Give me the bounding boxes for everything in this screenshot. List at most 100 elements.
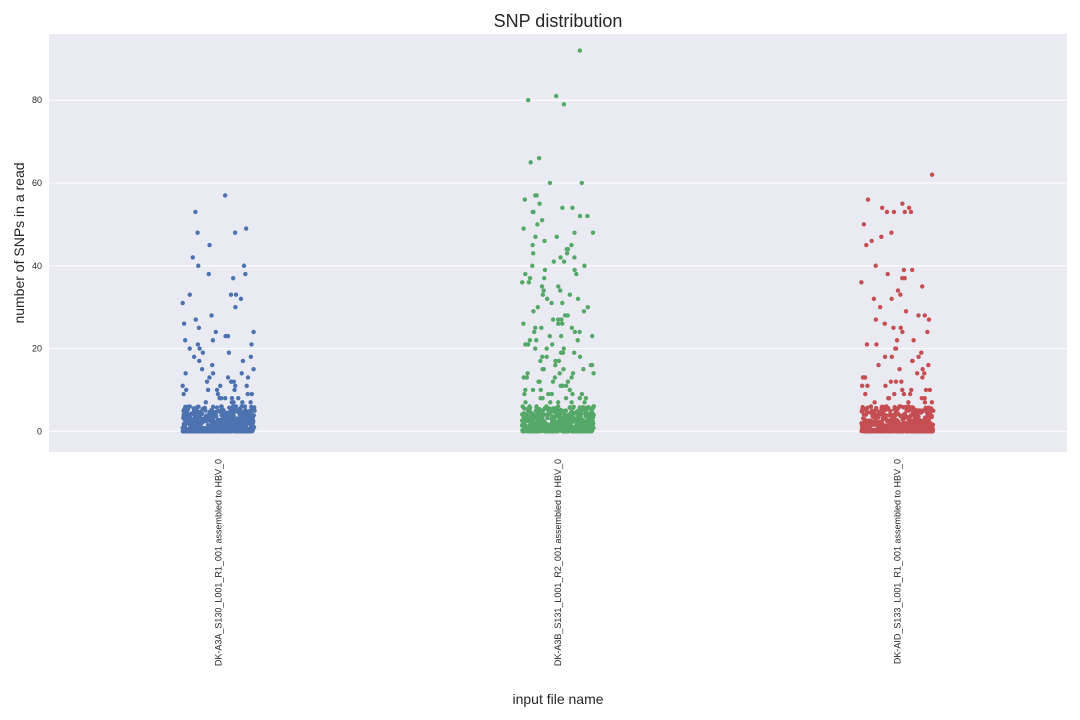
series-points [519,48,596,434]
data-point [250,420,256,426]
data-point [579,391,585,397]
data-point [210,338,216,343]
data-point [550,379,556,384]
data-point [865,197,871,202]
data-point [915,416,920,421]
data-point [232,387,237,393]
data-point [915,429,921,434]
data-point [926,362,931,368]
data-point [224,420,230,425]
data-point [520,280,525,285]
data-point [245,420,250,426]
data-point [568,421,573,427]
data-point [572,350,577,355]
data-point [558,288,563,293]
data-point [900,329,905,335]
data-point [209,313,214,318]
data-point [533,346,538,351]
data-point [589,362,595,368]
data-point [588,423,593,428]
data-point [219,404,224,409]
data-point [225,375,231,380]
x-tick-label: DK-AID_S133_L001_R1_001 assembled to HBV… [892,459,902,664]
data-point [180,300,185,306]
data-point [540,292,546,297]
data-point [203,400,209,405]
data-point [563,408,569,413]
data-point [909,387,914,393]
data-point [181,321,187,326]
data-point [865,383,870,388]
data-point [219,420,225,426]
data-point [583,395,589,401]
data-point [585,213,590,219]
data-point [910,267,915,273]
data-point [195,342,201,347]
data-point [552,416,557,421]
data-point [521,321,526,326]
data-point [884,209,890,215]
data-point [182,338,188,343]
data-point [540,426,546,432]
data-point [891,209,897,215]
data-point [926,429,932,434]
data-point [872,412,877,417]
data-point [910,358,915,364]
data-point [577,48,583,53]
data-point [522,197,528,202]
data-point [527,275,533,281]
data-point [927,421,932,427]
data-point [864,408,869,413]
data-point [215,391,221,397]
data-point [572,329,578,335]
data-point [244,383,249,388]
data-point [523,422,528,428]
data-point [906,404,911,409]
data-point [243,226,249,231]
data-point [591,425,596,431]
data-point [872,400,877,405]
data-point [554,234,559,239]
data-point [183,371,188,376]
data-point [210,371,216,376]
data-point [564,251,570,256]
data-point [911,338,916,343]
data-point [906,205,912,211]
y-tick-label: 80 [32,95,42,105]
data-point [560,300,565,306]
data-point [535,424,540,430]
data-point [199,367,205,372]
data-point [538,416,544,422]
data-point [195,405,200,410]
data-point [533,234,538,239]
data-point [534,429,539,434]
data-point [915,371,920,376]
data-point [882,321,887,326]
data-point [521,226,526,231]
data-point [922,400,928,405]
data-point [238,429,243,434]
data-point [869,420,874,426]
data-point [550,317,556,322]
data-point [549,300,554,306]
data-point [187,429,192,434]
data-point [584,407,589,413]
data-point [531,209,536,215]
data-point [871,296,877,302]
data-point [249,391,254,397]
data-point [864,242,869,248]
data-point [230,275,236,281]
data-point [210,404,216,410]
data-point [252,408,257,413]
data-point [553,358,558,364]
data-point [571,404,576,409]
data-point [183,429,188,434]
series-points [859,172,936,434]
data-point [184,416,189,422]
data-point [533,408,538,414]
data-point [906,408,911,413]
data-point [538,358,543,364]
data-point [245,391,250,397]
data-point [550,407,556,413]
data-point [234,416,239,421]
